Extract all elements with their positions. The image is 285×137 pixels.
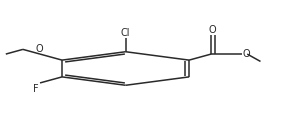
Text: O: O [35, 44, 43, 54]
Text: F: F [33, 84, 38, 94]
Text: O: O [243, 49, 250, 59]
Text: O: O [209, 25, 217, 35]
Text: Cl: Cl [121, 28, 130, 38]
